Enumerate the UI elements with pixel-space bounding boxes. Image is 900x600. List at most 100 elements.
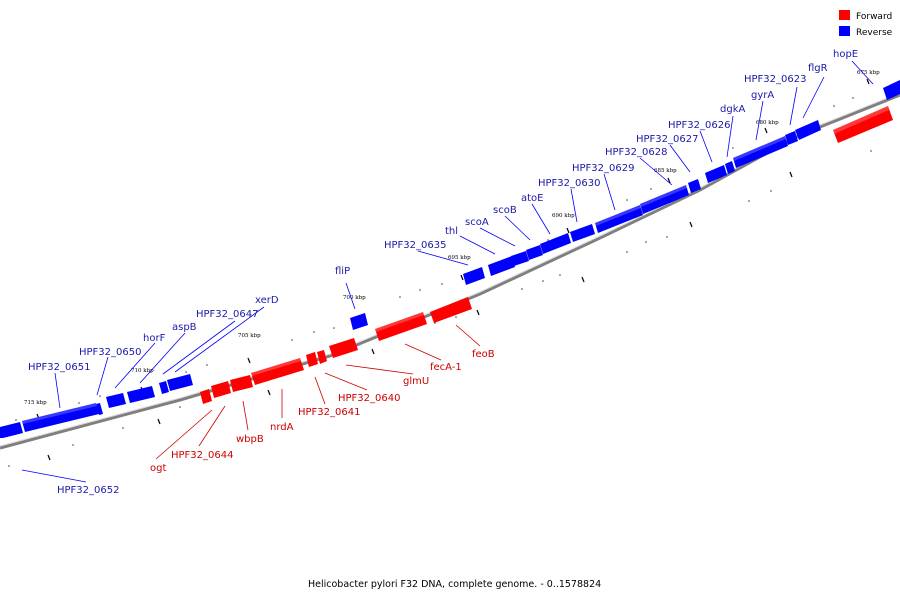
gene-label-ogt[interactable]: ogt [150,463,166,474]
gene-label-flgR[interactable]: flgR [808,63,828,74]
gene-label-HPF32_0652[interactable]: HPF32_0652 [57,485,119,496]
gene-box-feoB[interactable] [430,297,472,323]
minor-tick [732,147,734,149]
gene-label-glmU[interactable]: glmU [403,376,429,387]
gene-box-hopE[interactable] [883,80,900,100]
reverse-leader-lines [21,60,874,483]
gene-box-feoB-upstream[interactable] [833,106,893,143]
leader-line-flgR [802,76,825,119]
gene-box-HPF32_0626[interactable] [705,165,727,183]
gene-label-gyrA[interactable]: gyrA [751,90,774,101]
legend-reverse-label: Reverse [856,28,893,38]
leader-line-HPF32_0629 [603,173,616,211]
minor-tick [291,339,293,341]
leader-line-HPF32_0626 [699,130,713,163]
gene-label-fliP[interactable]: fliP [335,266,350,277]
leader-line-ogt [155,409,213,460]
gene-box-HPF32_0641[interactable] [306,352,318,367]
gene-label-HPF32_0647[interactable]: HPF32_0647 [196,309,258,320]
tick-marks [36,78,870,461]
reverse-genes [0,80,900,438]
minor-tick [99,395,101,397]
gene-label-wbpB[interactable]: wbpB [236,434,264,445]
minor-tick [179,406,181,408]
gene-box-highlights [22,106,889,424]
gene-label-HPF32_0630[interactable]: HPF32_0630 [538,178,600,189]
gene-box-horF[interactable] [106,393,126,408]
leader-line-horF [114,342,156,389]
gene-box-HPF32_0628[interactable] [640,185,689,214]
tick-mark [460,274,464,281]
gene-label-HPF32_0644[interactable]: HPF32_0644 [171,450,233,461]
minor-tick [559,274,561,276]
gene-box-HPF32_0650[interactable] [96,403,103,415]
gene-label-atoE[interactable]: atoE [521,193,544,204]
gene-box-HPF32_0640[interactable] [317,350,327,364]
gene-box-gyrA[interactable] [733,136,788,168]
gene-box-wbpB[interactable] [230,375,253,392]
gene-box-dgkA[interactable] [725,161,735,174]
gene-label-HPF32_0626[interactable]: HPF32_0626 [668,120,730,131]
gene-label-scoA[interactable]: scoA [465,217,489,228]
gene-box-HPF32_0630[interactable] [570,224,595,242]
gene-box-HPF32_0635[interactable] [463,267,485,285]
gene-box-fecA-1[interactable] [375,312,427,341]
gene-box-xerD[interactable] [167,374,193,391]
gene-box-nrdA[interactable] [251,358,304,385]
gene-box-HPF32_0651[interactable] [22,403,99,432]
minor-tick [185,371,187,373]
gene-label-HPF32_0651[interactable]: HPF32_0651 [28,362,90,373]
gene-label-HPF32_0628[interactable]: HPF32_0628 [605,147,667,158]
gene-box-HPF32_0629[interactable] [595,205,643,233]
gene-label-thl[interactable]: thl [445,226,458,237]
gene-label-xerD[interactable]: xerD [255,295,279,306]
leader-line-xerD [174,306,265,373]
gene-box-ogt[interactable] [200,389,212,404]
gene-label-HPF32_0627[interactable]: HPF32_0627 [636,134,698,145]
minor-tick [399,296,401,298]
gene-label-fecA-1[interactable]: fecA-1 [430,362,462,373]
gene-box-HPF32_0644[interactable] [211,381,231,398]
minor-tick [833,105,835,107]
leader-line-HPF32_0635 [417,250,469,266]
gene-box-HPF32_0652[interactable] [0,422,23,438]
minor-tick [645,241,647,243]
gene-box-scoA[interactable] [511,251,529,266]
gene-box-atoE[interactable] [540,233,571,254]
box-highlight [733,136,786,161]
minor-tick [626,251,628,253]
gene-box-thl[interactable] [488,256,515,276]
leader-line-HPF32_0650 [96,356,109,396]
gene-label-aspB[interactable]: aspB [172,322,197,333]
gene-box-glmU[interactable] [329,338,358,358]
gene-box-aspB[interactable] [127,386,155,403]
gene-label-HPF32_0623[interactable]: HPF32_0623 [744,74,806,85]
tick-label-695: 695 kbp [448,255,471,261]
gene-label-hopE[interactable]: hopE [833,49,858,60]
gene-label-feoB[interactable]: feoB [472,349,495,360]
gene-label-HPF32_0641[interactable]: HPF32_0641 [298,407,360,418]
gene-label-dgkA[interactable]: dgkA [720,104,745,115]
leader-line-HPF32_0640 [324,372,368,391]
reverse-gene-labels: hopE flgR HPF32_0623 gyrA dgkA HPF32_062… [28,49,858,496]
gene-box-fliP[interactable] [350,313,368,330]
legend-forward-swatch [839,10,850,20]
gene-label-scoB[interactable]: scoB [493,205,517,216]
gene-box-flgR[interactable] [795,120,821,140]
leader-line-scoA [479,227,516,247]
gene-box-HPF32_0647[interactable] [159,381,169,394]
gene-box-HPF32_0627[interactable] [688,179,701,193]
minor-tick [547,239,549,241]
tick-label-685: 685 kbp [654,168,677,174]
gene-label-HPF32_0635[interactable]: HPF32_0635 [384,240,446,251]
gene-label-nrdA[interactable]: nrdA [270,422,294,433]
leader-line-hopE [851,60,874,85]
leader-line-HPF32_0641 [314,376,326,405]
legend-forward-label: Forward [856,12,892,22]
gene-label-HPF32_0640[interactable]: HPF32_0640 [338,393,400,404]
gene-label-HPF32_0650[interactable]: HPF32_0650 [79,347,141,358]
gene-box-HPF32_0623[interactable] [785,131,798,145]
gene-label-horF[interactable]: horF [143,333,166,344]
gene-box-scoB[interactable] [526,245,543,260]
gene-label-HPF32_0629[interactable]: HPF32_0629 [572,163,634,174]
